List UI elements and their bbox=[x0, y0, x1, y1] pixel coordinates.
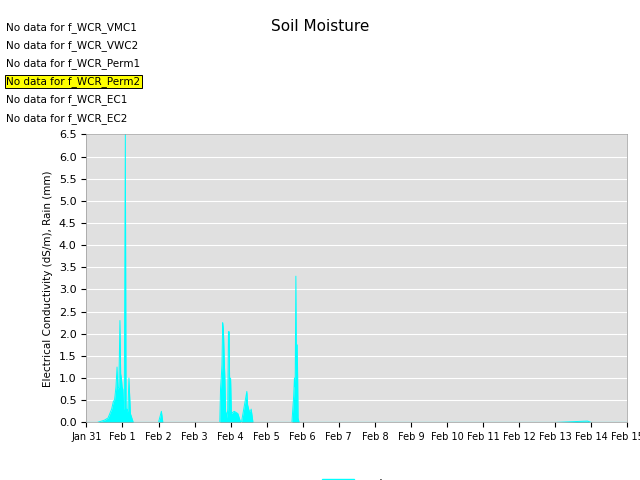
Text: No data for f_WCR_EC1: No data for f_WCR_EC1 bbox=[6, 95, 128, 106]
Text: No data for f_WCR_Perm1: No data for f_WCR_Perm1 bbox=[6, 58, 141, 69]
Text: No data for f_WCR_VMC1: No data for f_WCR_VMC1 bbox=[6, 22, 137, 33]
Text: No data for f_WCR_Perm2: No data for f_WCR_Perm2 bbox=[6, 76, 141, 87]
Y-axis label: Electrical Conductivity (dS/m), Rain (mm): Electrical Conductivity (dS/m), Rain (mm… bbox=[44, 170, 53, 387]
Text: No data for f_WCR_EC2: No data for f_WCR_EC2 bbox=[6, 113, 128, 124]
Text: Soil Moisture: Soil Moisture bbox=[271, 19, 369, 34]
Legend: Rain: Rain bbox=[317, 474, 396, 480]
Text: No data for f_WCR_VWC2: No data for f_WCR_VWC2 bbox=[6, 40, 139, 51]
